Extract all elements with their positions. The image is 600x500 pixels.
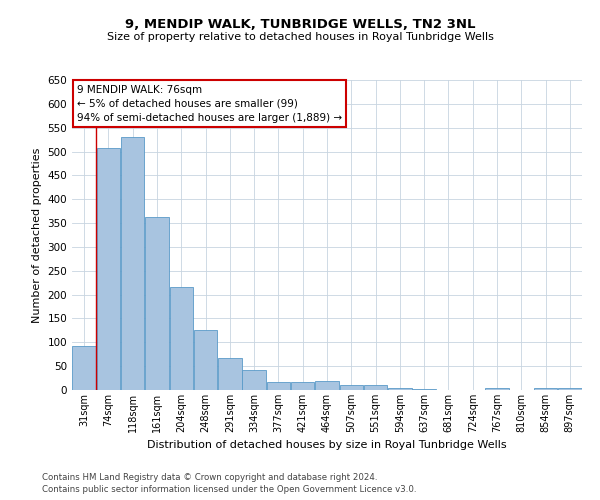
Bar	[242, 370, 266, 390]
Bar	[485, 388, 509, 390]
Bar	[340, 385, 363, 390]
Bar	[73, 346, 96, 390]
Bar	[291, 382, 314, 390]
Text: 9 MENDIP WALK: 76sqm
← 5% of detached houses are smaller (99)
94% of semi-detach: 9 MENDIP WALK: 76sqm ← 5% of detached ho…	[77, 84, 342, 122]
Text: Contains public sector information licensed under the Open Government Licence v3: Contains public sector information licen…	[42, 485, 416, 494]
Bar	[145, 217, 169, 390]
Bar	[194, 330, 217, 390]
Bar	[412, 389, 436, 390]
X-axis label: Distribution of detached houses by size in Royal Tunbridge Wells: Distribution of detached houses by size …	[147, 440, 507, 450]
Bar	[266, 382, 290, 390]
Bar	[315, 382, 339, 390]
Bar	[558, 388, 581, 390]
Y-axis label: Number of detached properties: Number of detached properties	[32, 148, 42, 322]
Bar	[534, 388, 557, 390]
Bar	[170, 288, 193, 390]
Text: 9, MENDIP WALK, TUNBRIDGE WELLS, TN2 3NL: 9, MENDIP WALK, TUNBRIDGE WELLS, TN2 3NL	[125, 18, 475, 30]
Text: Contains HM Land Registry data © Crown copyright and database right 2024.: Contains HM Land Registry data © Crown c…	[42, 474, 377, 482]
Bar	[364, 385, 388, 390]
Text: Size of property relative to detached houses in Royal Tunbridge Wells: Size of property relative to detached ho…	[107, 32, 493, 42]
Bar	[218, 358, 242, 390]
Bar	[388, 388, 412, 390]
Bar	[97, 148, 120, 390]
Bar	[121, 137, 145, 390]
